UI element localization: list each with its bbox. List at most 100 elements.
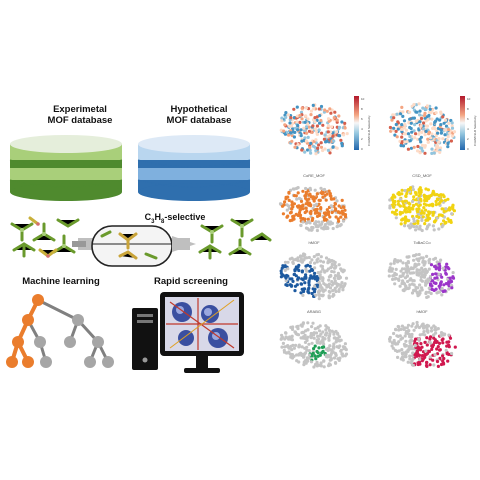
scatter-point bbox=[413, 190, 418, 195]
scatter-point bbox=[396, 202, 400, 206]
scatter-point bbox=[447, 121, 451, 125]
scatter-point bbox=[337, 114, 341, 118]
scatter-point bbox=[317, 198, 321, 202]
scatter-point bbox=[308, 145, 312, 150]
scatter-point bbox=[297, 211, 302, 215]
scatter-point bbox=[400, 135, 404, 139]
scatter-point bbox=[312, 331, 316, 335]
scatter-point bbox=[302, 360, 306, 364]
scatter-point bbox=[417, 259, 421, 263]
scatter-point bbox=[289, 116, 293, 120]
scatter-point bbox=[434, 111, 438, 115]
scatter-point bbox=[419, 188, 423, 192]
scatter-point bbox=[310, 291, 314, 296]
scatter-point bbox=[340, 144, 344, 148]
scatter-point bbox=[293, 284, 298, 288]
scatter-point bbox=[317, 297, 321, 301]
scatter-point bbox=[433, 256, 438, 260]
scatter-point bbox=[417, 252, 421, 257]
scatter-point bbox=[441, 332, 445, 336]
scatter-point bbox=[414, 103, 418, 107]
scatter-point bbox=[439, 146, 443, 150]
scatter-point bbox=[287, 198, 291, 202]
scatter-point bbox=[435, 359, 440, 364]
scatter-point bbox=[315, 253, 319, 257]
scatter-point bbox=[328, 290, 332, 294]
scatter-point bbox=[416, 137, 420, 141]
scatter-point bbox=[316, 271, 320, 275]
scatter-point bbox=[319, 118, 323, 123]
scatter-point bbox=[447, 333, 451, 337]
tsne-map-purple bbox=[387, 252, 456, 299]
scatter-point bbox=[308, 261, 312, 265]
scatter-point bbox=[329, 130, 333, 134]
scatter-point bbox=[280, 336, 284, 340]
scatter-point bbox=[316, 334, 320, 338]
scatter-point bbox=[288, 121, 292, 125]
scatter-point bbox=[405, 274, 409, 278]
scatter-point bbox=[419, 140, 423, 144]
scatter-point bbox=[408, 117, 412, 121]
scatter-point bbox=[330, 197, 334, 201]
scatter-point bbox=[327, 336, 331, 340]
scatter-point bbox=[302, 252, 306, 256]
cb-left-tick-4: 2 bbox=[361, 137, 363, 141]
scatter-point bbox=[340, 141, 344, 145]
scatter-point bbox=[438, 348, 442, 352]
scatter-point bbox=[314, 152, 318, 156]
scatter-point bbox=[420, 324, 424, 328]
scatter-point bbox=[414, 288, 418, 292]
scatter-point bbox=[335, 225, 339, 229]
scatter-point bbox=[323, 133, 327, 137]
scatter-point bbox=[286, 274, 290, 278]
scatter-point bbox=[401, 358, 405, 362]
scatter-point bbox=[409, 126, 413, 131]
scatter-point bbox=[412, 145, 416, 149]
scatter-point bbox=[409, 277, 413, 281]
scatter-point bbox=[394, 267, 398, 271]
scatter-point bbox=[305, 256, 309, 260]
scatter-point bbox=[415, 110, 419, 114]
scatter-point bbox=[408, 271, 412, 275]
scatter-point bbox=[337, 133, 341, 138]
scatter-point bbox=[328, 258, 332, 263]
scatter-point bbox=[398, 284, 402, 288]
scatter-point bbox=[428, 340, 432, 344]
cb-left-tick-5: 0 bbox=[361, 147, 363, 151]
scatter-point bbox=[319, 186, 323, 190]
scatter-point bbox=[436, 327, 440, 331]
scatter-point bbox=[408, 357, 412, 361]
scatter-point bbox=[308, 192, 312, 196]
scatter-point bbox=[343, 354, 347, 358]
scatter-point bbox=[310, 258, 314, 262]
scatter-point bbox=[292, 272, 297, 276]
scatter-point bbox=[413, 136, 417, 140]
scatter-point bbox=[412, 258, 416, 262]
scatter-point bbox=[430, 202, 434, 206]
scatter-point bbox=[412, 129, 416, 133]
scatter-point bbox=[450, 134, 454, 138]
scatter-point bbox=[409, 121, 413, 125]
scatter-point bbox=[404, 215, 408, 219]
scatter-point bbox=[336, 332, 340, 336]
cb-right-tick-2: 6 bbox=[467, 117, 469, 121]
scatter-point bbox=[414, 132, 418, 136]
scatter-point bbox=[291, 127, 295, 131]
scatter-point bbox=[402, 327, 406, 331]
scatter-point bbox=[323, 213, 328, 217]
scatter-point bbox=[430, 326, 434, 330]
scatter-point bbox=[426, 295, 430, 299]
scatter-point bbox=[317, 128, 321, 132]
scatter-point bbox=[446, 197, 450, 201]
scatter-point bbox=[423, 352, 427, 357]
scatter-point bbox=[319, 207, 323, 211]
scatter-point bbox=[322, 359, 326, 363]
scatter-point bbox=[291, 343, 295, 347]
scatter-point bbox=[342, 133, 346, 137]
scatter-point bbox=[309, 151, 313, 155]
scatter-point bbox=[401, 114, 405, 118]
scatter-point bbox=[421, 149, 425, 153]
tsne-map-selectivity-left bbox=[279, 103, 349, 156]
scatter-point bbox=[332, 356, 337, 360]
scatter-point bbox=[296, 191, 300, 195]
